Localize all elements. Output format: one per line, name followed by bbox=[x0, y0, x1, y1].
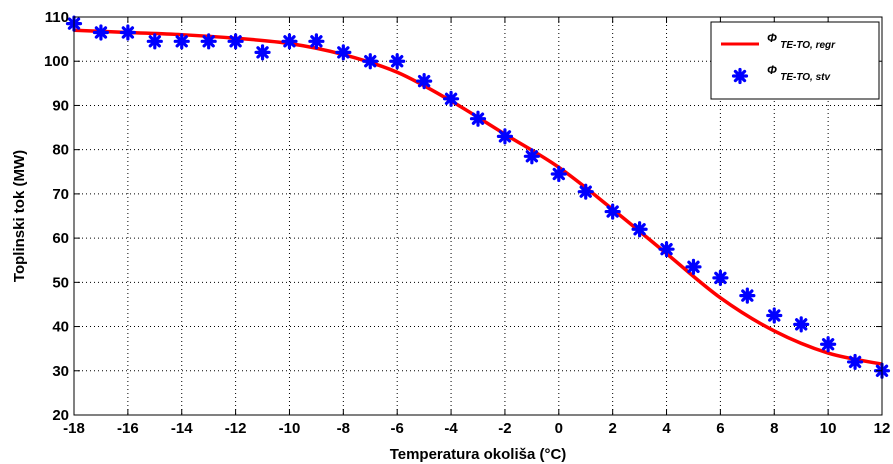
measured-markers-group bbox=[65, 15, 891, 379]
x-tick-label: -2 bbox=[498, 420, 511, 437]
legend-entry-regr-subscript: TE-TO, regr bbox=[780, 40, 836, 51]
legend-marker-swatch bbox=[731, 67, 749, 85]
data-point-marker bbox=[227, 33, 244, 50]
data-point-marker bbox=[362, 53, 379, 70]
legend-marker-icon bbox=[731, 67, 749, 85]
x-tick-label: 8 bbox=[770, 420, 778, 437]
axis-tick-labels: -18 -16 -14 -12 -10 -8 -6 -4 -2 0 2 4 6 8 10 12 20 30 40 50… bbox=[44, 9, 890, 437]
y-tick-label: 70 bbox=[52, 186, 69, 203]
data-point-marker bbox=[254, 44, 271, 61]
data-point-marker bbox=[335, 44, 352, 61]
data-point-marker bbox=[604, 203, 621, 220]
data-point-marker bbox=[685, 258, 702, 275]
legend-entry-stv-symbol: Φ bbox=[767, 63, 777, 77]
x-axis-label: Temperatura okoliša (°C) bbox=[390, 446, 567, 463]
data-point-marker bbox=[146, 33, 163, 50]
data-point-marker bbox=[658, 241, 675, 258]
data-point-marker bbox=[389, 53, 406, 70]
legend-entry-stv: Φ TE-TO, stv bbox=[767, 63, 831, 83]
y-tick-label: 20 bbox=[52, 407, 69, 424]
y-tick-label: 110 bbox=[45, 9, 69, 26]
y-tick-label: 40 bbox=[52, 319, 69, 336]
data-point-marker bbox=[200, 33, 217, 50]
data-point-marker bbox=[766, 307, 783, 324]
data-point-marker bbox=[712, 269, 729, 287]
data-point-marker bbox=[416, 73, 433, 90]
x-tick-label: -12 bbox=[225, 420, 247, 437]
x-tick-label: 10 bbox=[820, 420, 837, 437]
y-tick-label: 50 bbox=[52, 274, 69, 291]
y-tick-label: 30 bbox=[52, 363, 69, 380]
data-point-marker bbox=[846, 353, 864, 371]
data-point-marker bbox=[442, 90, 460, 107]
x-tick-label: -6 bbox=[391, 420, 404, 437]
data-point-marker bbox=[173, 33, 190, 50]
data-point-marker bbox=[820, 336, 837, 353]
y-axis-label: Toplinski tok (MW) bbox=[11, 150, 28, 282]
legend-entry-regr: Φ TE-TO, regr bbox=[767, 31, 836, 51]
x-tick-label: -4 bbox=[444, 420, 458, 437]
x-tick-label: 0 bbox=[555, 420, 563, 437]
data-point-marker bbox=[281, 33, 298, 50]
data-point-marker bbox=[119, 24, 136, 41]
data-point-marker bbox=[92, 24, 110, 41]
data-point-marker bbox=[577, 183, 594, 200]
data-point-marker bbox=[469, 110, 487, 127]
x-tick-label: -14 bbox=[171, 420, 193, 437]
grid-lines bbox=[74, 17, 882, 415]
data-point-marker bbox=[631, 221, 648, 238]
x-tick-label: 12 bbox=[874, 420, 891, 437]
data-point-marker bbox=[523, 148, 540, 165]
y-tick-label: 90 bbox=[52, 97, 69, 114]
legend-entry-stv-subscript: TE-TO, stv bbox=[780, 72, 831, 83]
data-point-marker bbox=[308, 33, 325, 50]
data-point-marker bbox=[739, 287, 756, 304]
x-tick-label: -10 bbox=[279, 420, 301, 437]
y-tick-label: 100 bbox=[44, 53, 69, 70]
x-tick-label: -16 bbox=[117, 420, 139, 437]
plot-frame bbox=[73, 16, 883, 416]
y-tick-label: 60 bbox=[52, 230, 69, 247]
data-point-marker bbox=[496, 128, 514, 145]
legend-box bbox=[710, 21, 880, 100]
legend: Φ TE-TO, regr Φ TE-TO, stv bbox=[710, 21, 880, 100]
x-tick-label: 2 bbox=[608, 420, 616, 437]
data-point-marker bbox=[793, 316, 810, 333]
x-tick-label: -8 bbox=[337, 420, 350, 437]
x-tick-label: -18 bbox=[63, 420, 85, 437]
x-tick-label: 4 bbox=[662, 420, 671, 437]
x-tick-label: 6 bbox=[716, 420, 724, 437]
legend-entry-regr-symbol: Φ bbox=[767, 31, 777, 45]
y-tick-label: 80 bbox=[52, 142, 69, 159]
data-point-marker bbox=[550, 165, 567, 183]
